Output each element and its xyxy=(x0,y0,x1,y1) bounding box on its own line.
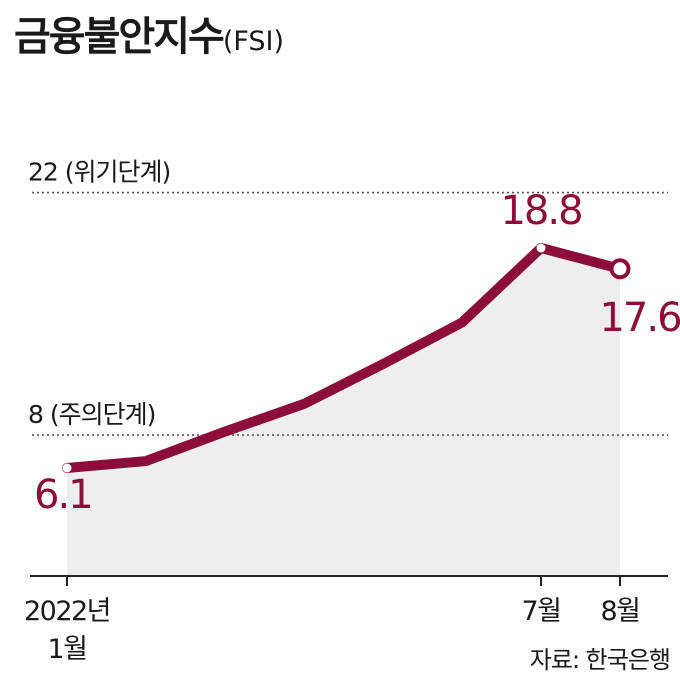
point-marker-6 xyxy=(536,243,546,253)
value-label-1: 18.8 xyxy=(500,188,581,234)
x-tick-label-1-0: 7월 xyxy=(521,596,560,627)
x-tick-label-0-0: 2022년 xyxy=(24,596,110,627)
threshold-label-0: 22 (위기단계) xyxy=(28,158,170,187)
threshold-label-1: 8 (주의단계) xyxy=(28,400,155,429)
value-label-2: 17.6 xyxy=(599,295,680,341)
point-marker-last xyxy=(609,258,631,280)
source-note: 자료: 한국은행 xyxy=(529,646,671,674)
chart-title-sub: (FSI) xyxy=(222,26,285,57)
chart-title: 금융불안지수(FSI) xyxy=(14,4,284,62)
x-tick-label-2-0: 8월 xyxy=(600,596,639,627)
area-fill xyxy=(67,248,620,576)
chart-title-main: 금융불안지수 xyxy=(14,14,225,60)
series-line xyxy=(62,243,625,473)
value-label-0: 6.1 xyxy=(34,472,92,518)
x-tick-label-0-1: 1월 xyxy=(47,634,86,665)
point-marker-0 xyxy=(62,463,72,473)
